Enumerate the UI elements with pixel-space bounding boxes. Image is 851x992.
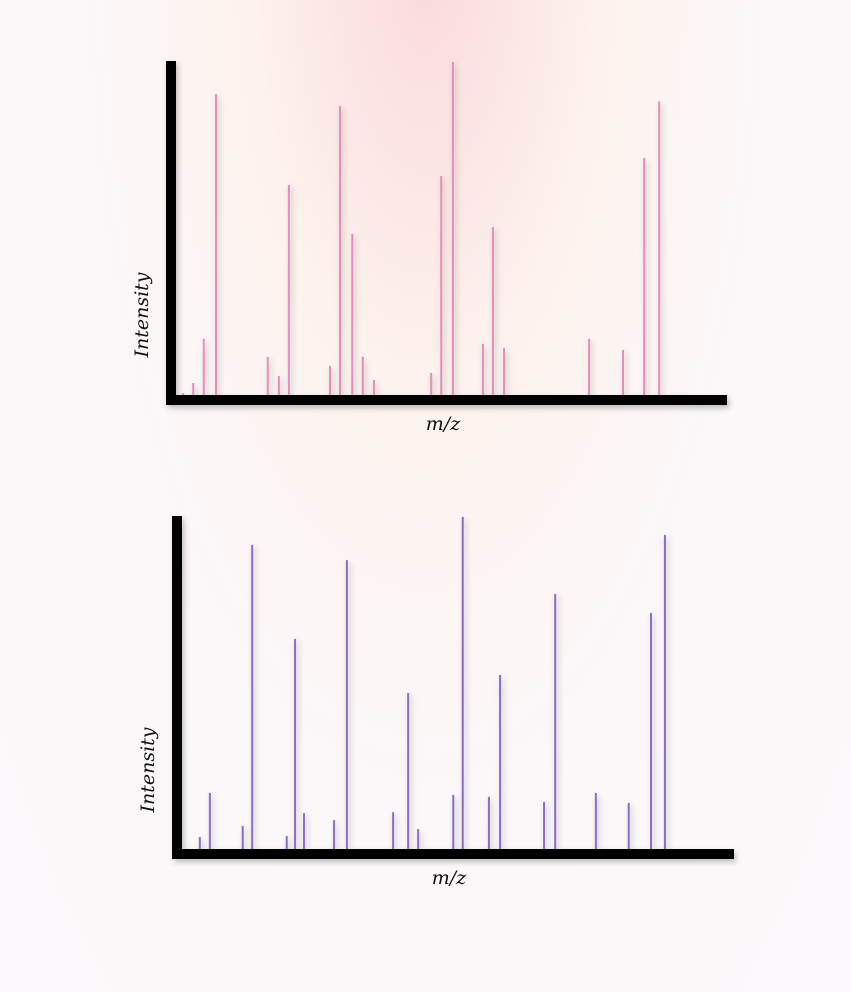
peaks xyxy=(198,517,666,849)
spectrum-chart: Intensity m/z xyxy=(131,61,727,435)
spectrum-chart: Intensity m/z xyxy=(137,516,734,889)
y-axis-label: Intensity xyxy=(137,727,159,813)
axes xyxy=(172,516,734,859)
axes xyxy=(166,61,727,405)
peaks xyxy=(182,62,661,396)
x-axis-label: m/z xyxy=(432,867,467,889)
x-axis-label: m/z xyxy=(426,413,461,435)
y-axis-label: Intensity xyxy=(131,272,153,358)
